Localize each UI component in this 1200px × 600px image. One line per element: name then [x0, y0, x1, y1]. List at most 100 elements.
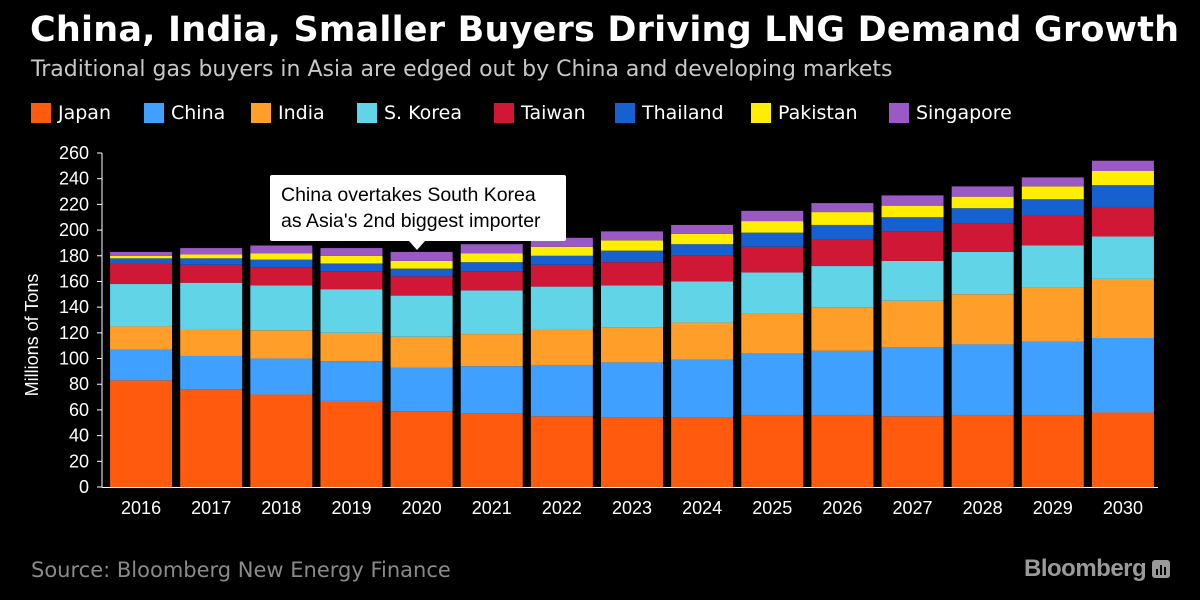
bar-taiwan-2018	[250, 267, 313, 286]
y-tick-label: 260	[59, 143, 89, 163]
legend-label-thailand: Thailand	[642, 102, 724, 124]
bar-pakistan-2024	[671, 233, 734, 245]
legend-item-pakistan: Pakistan	[751, 101, 858, 125]
bar-japan-2029	[1021, 415, 1084, 487]
bar-s-korea-2017	[180, 282, 243, 329]
bar-stack-2022	[530, 237, 593, 487]
bar-pakistan-2027	[881, 205, 944, 218]
y-tick-label: 200	[59, 220, 89, 240]
bar-stack-2030	[1091, 160, 1154, 487]
bar-pakistan-2028	[951, 196, 1014, 209]
legend-swatch-pakistan	[751, 103, 771, 123]
bar-taiwan-2028	[951, 223, 1014, 252]
bar-s-korea-2020	[390, 295, 453, 337]
bars	[110, 160, 1154, 487]
bar-japan-2030	[1091, 412, 1154, 487]
bar-china-2029	[1021, 341, 1084, 416]
legend-label-japan: Japan	[58, 102, 111, 124]
bar-pakistan-2030	[1091, 170, 1154, 186]
bar-thailand-2016	[110, 258, 173, 264]
bar-china-2024	[671, 359, 734, 418]
x-tick-label: 2020	[402, 498, 442, 518]
y-tick-label: 100	[59, 349, 89, 369]
x-tick-label: 2017	[191, 498, 231, 518]
legend-item-singapore: Singapore	[889, 101, 1012, 125]
bar-thailand-2024	[671, 244, 734, 256]
legend-swatch-s-korea	[357, 103, 377, 123]
legend-item-thailand: Thailand	[615, 101, 724, 125]
bar-pakistan-2029	[1021, 186, 1084, 200]
bar-china-2019	[320, 361, 383, 401]
y-tick-label: 40	[69, 426, 89, 446]
bar-japan-2022	[530, 416, 593, 487]
bar-india-2027	[881, 300, 944, 347]
bar-thailand-2027	[881, 217, 944, 232]
bar-s-korea-2019	[320, 289, 383, 333]
bar-china-2025	[741, 353, 804, 416]
y-tick-label: 220	[59, 194, 89, 214]
x-axis: 2016 2017 2018 2019 2020 2021 2022 2023 2024 2025…	[102, 487, 1158, 518]
bar-japan-2020	[390, 411, 453, 487]
bar-singapore-2022	[530, 237, 593, 247]
bar-s-korea-2023	[601, 285, 663, 328]
y-tick-label: 20	[69, 451, 89, 471]
x-tick-label: 2024	[682, 498, 722, 518]
bar-s-korea-2021	[460, 290, 523, 335]
bar-china-2016	[110, 349, 173, 381]
bar-singapore-2030	[1091, 160, 1154, 171]
bar-thailand-2021	[460, 262, 523, 272]
bar-thailand-2022	[530, 255, 593, 265]
bar-india-2018	[250, 330, 313, 359]
bar-stack-2019	[320, 248, 383, 487]
y-tick-label: 160	[59, 271, 89, 291]
bar-singapore-2029	[1021, 177, 1084, 187]
bar-singapore-2019	[320, 248, 383, 256]
bar-japan-2019	[320, 400, 383, 487]
bar-india-2016	[110, 326, 173, 350]
bar-india-2028	[951, 294, 1014, 345]
bar-thailand-2030	[1091, 185, 1154, 207]
bar-india-2020	[390, 336, 453, 368]
bar-thailand-2023	[601, 250, 663, 263]
bar-china-2018	[250, 358, 313, 395]
legend-swatch-japan	[31, 103, 51, 123]
bar-china-2023	[601, 362, 663, 418]
bar-thailand-2020	[390, 268, 453, 277]
bar-india-2029	[1021, 287, 1084, 342]
x-tick-label: 2029	[1033, 498, 1073, 518]
y-axis-label: Millions of Tons	[22, 274, 42, 397]
bar-stack-2023	[601, 231, 663, 487]
bar-s-korea-2027	[881, 260, 944, 301]
bar-stack-2026	[811, 203, 874, 487]
bar-singapore-2025	[741, 210, 804, 222]
bar-china-2028	[951, 344, 1014, 416]
y-tick-label: 60	[69, 400, 89, 420]
bar-s-korea-2028	[951, 251, 1014, 295]
bar-taiwan-2025	[741, 246, 804, 273]
bar-japan-2024	[671, 417, 734, 487]
bar-singapore-2023	[601, 231, 663, 241]
bar-pakistan-2021	[460, 253, 523, 263]
bar-thailand-2025	[741, 232, 804, 247]
bar-singapore-2028	[951, 186, 1014, 197]
bar-thailand-2018	[250, 259, 313, 268]
brand-logo: Bloomberg	[1024, 555, 1171, 583]
x-tick-label: 2018	[261, 498, 301, 518]
legend-swatch-singapore	[889, 103, 909, 123]
bar-s-korea-2018	[250, 285, 313, 331]
bar-taiwan-2016	[110, 263, 173, 285]
bar-stack-2029	[1021, 177, 1084, 487]
bar-s-korea-2024	[671, 281, 734, 323]
bar-china-2020	[390, 367, 453, 412]
bar-s-korea-2030	[1091, 236, 1154, 279]
bar-s-korea-2026	[811, 266, 874, 308]
bar-stack-2016	[110, 251, 173, 487]
x-tick-label: 2027	[893, 498, 933, 518]
legend-item-india: India	[251, 101, 325, 125]
bar-singapore-2017	[180, 248, 243, 255]
bar-taiwan-2021	[460, 271, 523, 291]
x-tick-label: 2026	[822, 498, 862, 518]
bar-china-2021	[460, 366, 523, 414]
bar-india-2030	[1091, 278, 1154, 338]
